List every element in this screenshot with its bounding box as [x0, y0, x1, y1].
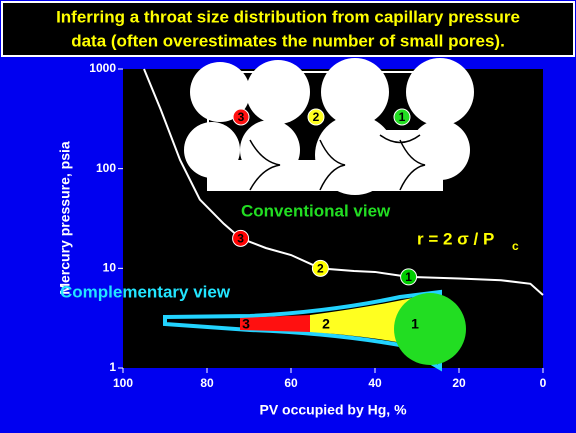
inset-label: 2 — [313, 110, 320, 124]
x-tick-label: 60 — [284, 376, 298, 390]
x-tick-label: 0 — [540, 376, 547, 390]
inset-marker — [393, 108, 411, 126]
x-axis-label: PV occupied by Hg, % — [259, 402, 407, 418]
marker-label: 3 — [237, 232, 244, 246]
curve — [143, 68, 544, 296]
distribution-label: 2 — [322, 316, 330, 332]
formula: r = 2 σ / P — [417, 229, 494, 248]
title: data (often overestimates the number of … — [71, 31, 505, 50]
x-tick-label: 80 — [200, 376, 214, 390]
marker-label: 1 — [405, 270, 412, 284]
y-axis-label: Mercury pressure, psia — [57, 141, 73, 295]
x-tick-label: 40 — [368, 376, 382, 390]
x-tick-label: 20 — [452, 376, 466, 390]
title: Inferring a throat size distribution fro… — [56, 7, 520, 26]
y-tick-label: 1 — [109, 360, 116, 374]
marker — [400, 268, 418, 286]
y-tick-label: 10 — [103, 261, 117, 275]
distribution — [163, 289, 466, 372]
complementary-label: Complementary view — [60, 282, 231, 301]
inset-label: 1 — [399, 110, 406, 124]
title-box — [1, 1, 575, 57]
distribution-label: 1 — [411, 316, 419, 332]
formula-subscript: c — [512, 239, 519, 253]
inset-label: 3 — [238, 110, 245, 124]
distribution-label: 3 — [242, 316, 250, 332]
y-tick-label: 100 — [96, 161, 116, 175]
marker — [311, 259, 329, 277]
inset-marker — [307, 108, 325, 126]
marker — [232, 229, 250, 247]
x-tick-label: 100 — [113, 376, 133, 390]
conventional-label: Conventional view — [241, 201, 391, 220]
y-tick-label: 1000 — [89, 61, 116, 75]
marker-label: 2 — [317, 262, 324, 276]
pore-inset — [184, 58, 474, 195]
inset-marker — [232, 108, 250, 126]
